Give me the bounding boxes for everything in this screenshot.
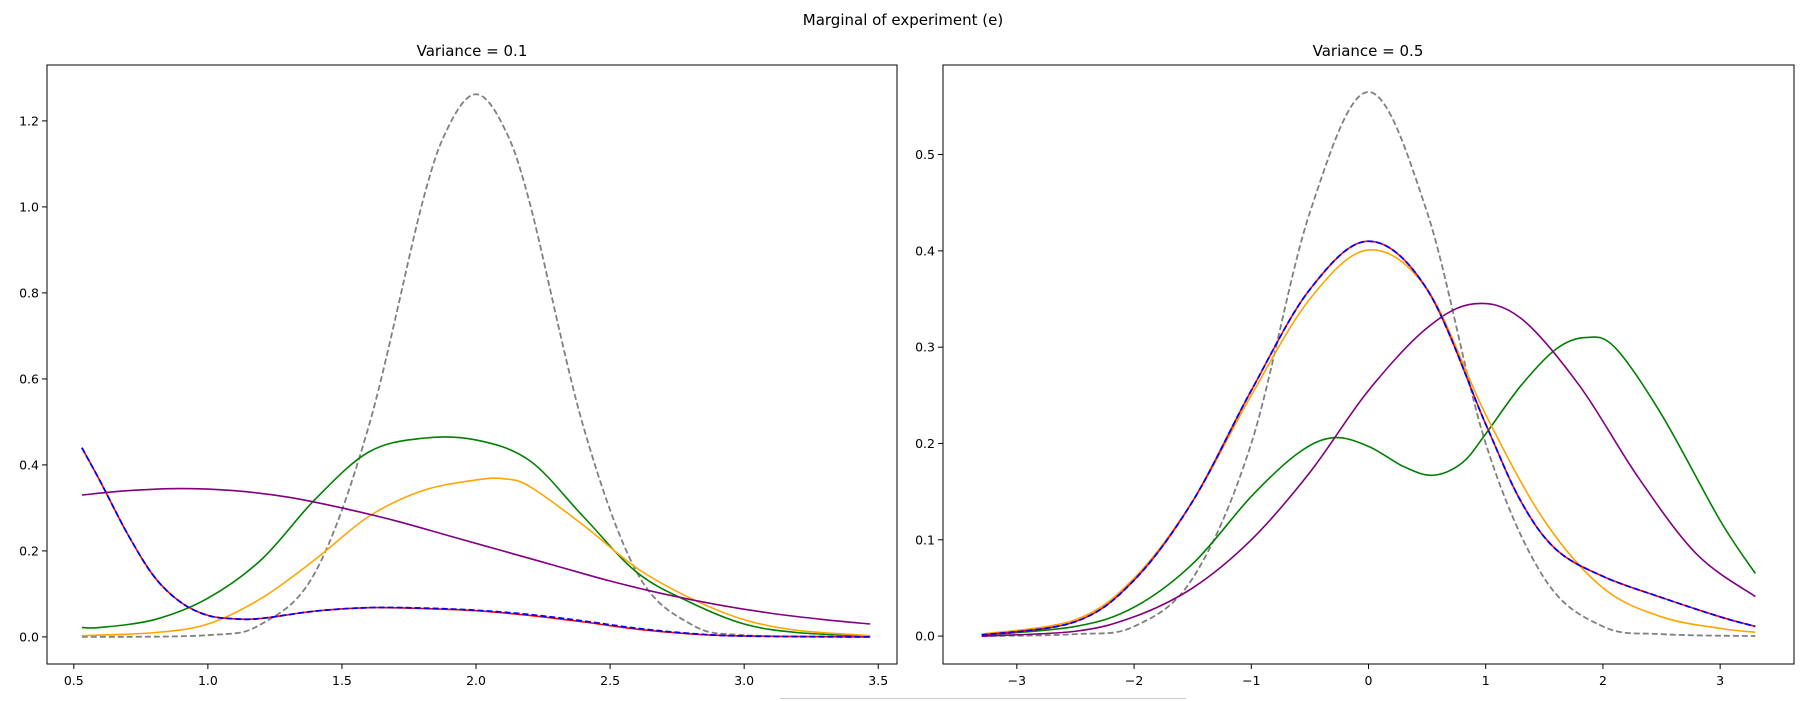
x-tick-label: 1.5: [332, 673, 352, 688]
series-line: [981, 336, 1756, 636]
y-tick-label: 0.6: [19, 371, 39, 386]
series-line: [81, 447, 871, 638]
x-tick-label: 3.5: [868, 673, 888, 688]
series-line: [981, 249, 1756, 635]
series-line: [81, 436, 871, 637]
series-line: [981, 240, 1756, 636]
figure-suptitle: Marginal of experiment (e): [803, 11, 1003, 29]
x-tick-label: 0.5: [64, 673, 84, 688]
x-tick-label: 2: [1599, 673, 1607, 688]
x-tick-label: 1: [1482, 673, 1490, 688]
right-subplot: Variance = 0.5 −3 −2 −1 0 1 2 3 0.0 0.1 0.2 0.3 0.4…: [915, 42, 1795, 688]
left-subplot-lines: [81, 93, 871, 638]
x-tick-label: 3: [1716, 673, 1724, 688]
left-subplot-frame: [46, 64, 898, 665]
right-subplot-title: Variance = 0.5: [1313, 42, 1424, 60]
x-tick-label: 2.5: [600, 673, 620, 688]
left-subplot-ticks: 0.5 1.0 1.5 2.0 2.5 3.0 3.5 0.0 0.2 0.4 0.6 0.8 1.0 1…: [19, 113, 888, 688]
y-tick-label: 0.2: [19, 543, 39, 558]
y-tick-label: 0.0: [915, 629, 935, 644]
series-line: [81, 447, 871, 638]
x-tick-label: 2.0: [466, 673, 486, 688]
left-subplot-title: Variance = 0.1: [417, 42, 528, 60]
y-tick-label: 1.0: [19, 199, 39, 214]
x-tick-label: −2: [1125, 673, 1143, 688]
y-tick-label: 0.2: [915, 436, 935, 451]
series-line: [981, 91, 1756, 637]
x-tick-label: 3.0: [734, 673, 754, 688]
y-tick-label: 0.4: [19, 457, 39, 472]
right-subplot-lines: [981, 91, 1756, 637]
x-tick-label: −3: [1008, 673, 1026, 688]
y-tick-label: 0.1: [915, 532, 935, 547]
legend-box-edge: [780, 698, 1186, 701]
series-line: [981, 302, 1756, 637]
x-tick-label: −1: [1242, 673, 1260, 688]
right-subplot-ticks: −3 −2 −1 0 1 2 3 0.0 0.1 0.2 0.3 0.4 0.5: [915, 147, 1724, 688]
left-subplot: Variance = 0.1 0.5 1.0 1.5 2.0 2.5 3.0 3.50.00…: [19, 42, 898, 688]
y-tick-label: 0.4: [915, 243, 935, 258]
y-tick-label: 1.2: [19, 113, 39, 128]
x-tick-label: 1.0: [198, 673, 218, 688]
series-line: [81, 477, 871, 637]
series-line: [81, 93, 871, 638]
series-line: [981, 240, 1756, 636]
y-tick-label: 0.0: [19, 629, 39, 644]
series-line: [81, 487, 871, 625]
y-tick-label: 0.3: [915, 340, 935, 355]
right-subplot-frame: [942, 64, 1795, 665]
y-tick-label: 0.8: [19, 285, 39, 300]
y-tick-label: 0.5: [915, 147, 935, 162]
x-tick-label: 0: [1365, 673, 1373, 688]
